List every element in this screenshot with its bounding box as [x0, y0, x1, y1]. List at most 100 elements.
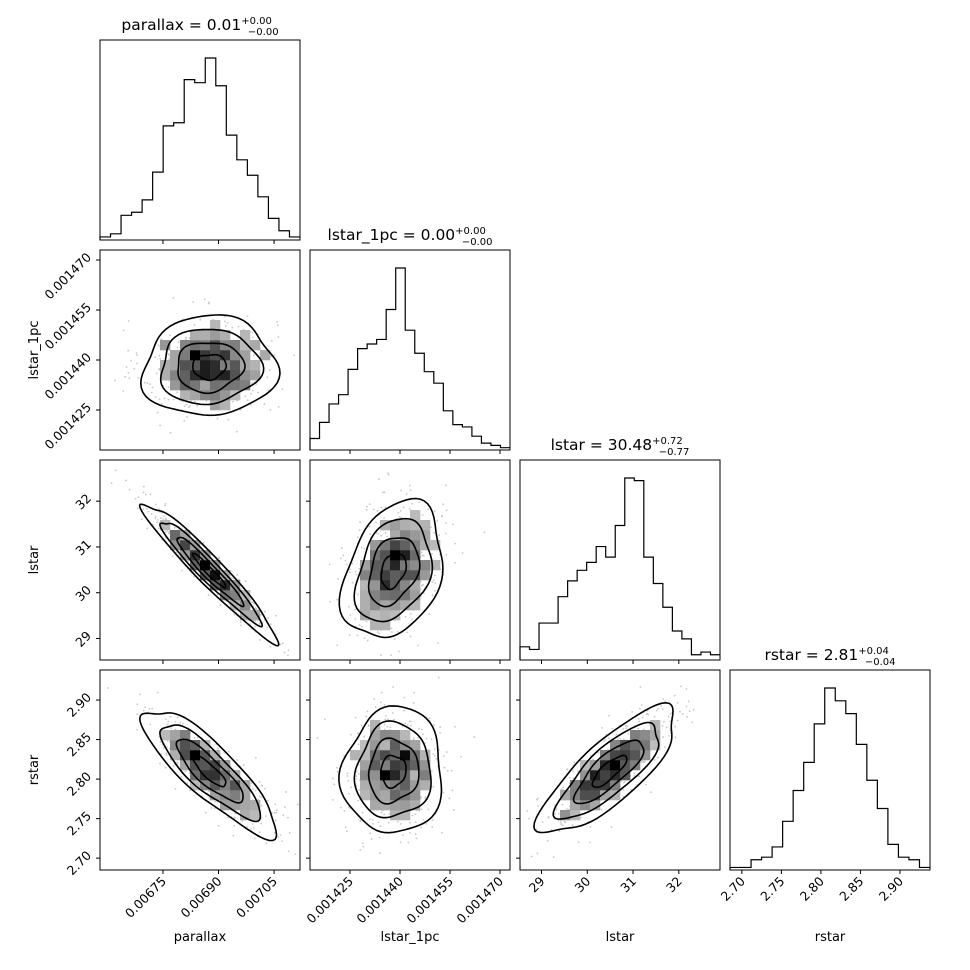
sample-point — [125, 479, 127, 482]
density-cell — [210, 380, 221, 391]
density-cell — [160, 370, 171, 381]
sample-point — [171, 555, 174, 557]
sample-point — [427, 808, 430, 811]
density-cell — [380, 540, 391, 551]
sample-point — [207, 594, 210, 597]
sample-point — [380, 691, 383, 694]
sample-point — [273, 831, 276, 834]
sample-point — [607, 737, 610, 740]
sample-point — [412, 737, 415, 740]
sample-point — [663, 720, 665, 723]
sample-point — [255, 383, 258, 385]
sample-point — [344, 559, 347, 562]
sample-point — [147, 510, 150, 513]
sample-point — [250, 828, 252, 830]
density-cell — [220, 570, 231, 581]
sample-point — [444, 521, 447, 524]
sample-point — [383, 813, 386, 816]
hist-panel-lstar_1pc: lstar_1pc = 0.00+0.00 −0.00 — [309, 226, 511, 451]
density-cell — [240, 810, 251, 821]
y-tick-label: 0.001470 — [41, 249, 94, 302]
sample-point — [258, 623, 261, 626]
sample-point — [277, 406, 280, 408]
sample-point — [196, 404, 199, 407]
sample-point — [383, 723, 386, 726]
density-cell — [200, 390, 211, 401]
sample-point — [541, 821, 544, 824]
sample-point — [633, 772, 636, 775]
sample-point — [160, 402, 163, 405]
sample-point — [251, 823, 254, 825]
sample-point — [649, 791, 652, 794]
density-cell — [380, 610, 391, 621]
sample-point — [553, 813, 556, 815]
density-cell — [410, 530, 421, 541]
sample-point — [149, 723, 152, 726]
density-cell — [610, 780, 621, 791]
density-cell — [400, 600, 411, 611]
density-cell — [180, 350, 191, 361]
sample-point — [159, 517, 162, 520]
sample-point — [185, 403, 188, 406]
density-cell — [200, 560, 211, 571]
sample-point — [252, 788, 254, 790]
sample-point — [637, 727, 640, 730]
sample-point — [236, 759, 238, 761]
sample-point — [350, 733, 352, 736]
histogram-step-line — [519, 477, 720, 660]
sample-point — [402, 709, 405, 712]
sample-point — [269, 408, 272, 411]
density-cell — [200, 340, 211, 351]
density-cell — [160, 360, 171, 371]
sample-point — [530, 855, 533, 858]
y-tick-label: 2.70 — [64, 848, 94, 878]
contour-line — [367, 737, 420, 805]
density-cell — [410, 770, 421, 781]
density-cell — [380, 520, 391, 531]
sample-point — [181, 722, 184, 725]
contour-line — [176, 536, 245, 608]
sample-point — [348, 634, 351, 637]
sample-point — [692, 708, 695, 711]
density-cell — [220, 400, 231, 411]
sample-point — [422, 592, 425, 595]
sample-point — [316, 737, 319, 740]
sample-point — [646, 712, 649, 715]
sample-point — [363, 735, 366, 738]
density-cell — [410, 800, 421, 811]
sample-point — [181, 569, 183, 572]
sample-point — [179, 721, 182, 724]
sample-point — [410, 456, 412, 458]
density-cell — [650, 740, 661, 751]
sample-point — [641, 716, 644, 719]
sample-point — [573, 761, 576, 764]
sample-point — [410, 724, 413, 727]
sample-point — [412, 702, 415, 704]
sample-point — [366, 505, 368, 508]
sample-point — [409, 612, 412, 615]
sample-point — [157, 527, 160, 530]
density-cell — [390, 610, 401, 621]
sample-point — [647, 713, 650, 716]
sample-point — [580, 816, 582, 819]
sample-point — [208, 797, 211, 799]
sample-point — [136, 507, 139, 510]
sample-point — [358, 529, 361, 532]
sample-point — [386, 535, 389, 538]
sample-point — [369, 818, 371, 821]
density-cell — [200, 370, 211, 381]
density-cell — [390, 580, 401, 591]
panel-title: parallax = 0.01+0.00 −0.00 — [121, 16, 278, 38]
sample-point — [687, 700, 690, 703]
sample-point — [342, 554, 345, 557]
sample-point — [251, 336, 254, 339]
sample-point — [354, 617, 357, 620]
sample-point — [328, 563, 331, 566]
sample-point — [380, 654, 382, 657]
sample-point — [431, 826, 434, 828]
sample-point — [281, 840, 283, 843]
sample-point — [363, 547, 366, 550]
sample-point — [560, 823, 563, 826]
sample-point — [563, 820, 566, 823]
y-tick-label: 29 — [72, 628, 94, 650]
